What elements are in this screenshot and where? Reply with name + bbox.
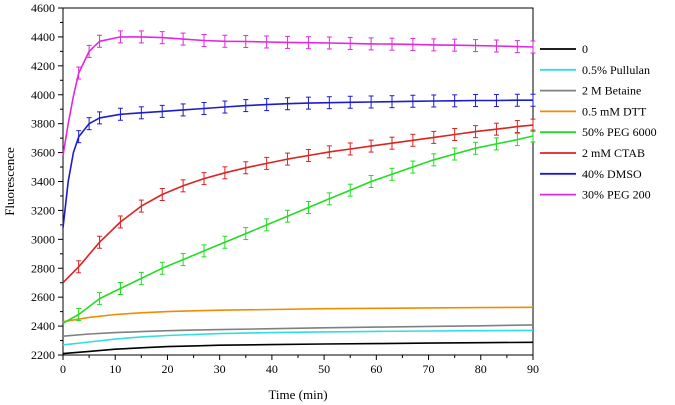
y-tick-label: 3400 — [31, 175, 55, 189]
series-0 — [62, 341, 534, 355]
legend-item: 2 mM CTAB — [540, 146, 645, 160]
x-tick-label: 20 — [161, 362, 173, 376]
y-tick-label: 3600 — [31, 146, 55, 160]
series-line — [62, 124, 534, 284]
series-line — [62, 329, 534, 346]
legend-item: 50% PEG 6000 — [540, 125, 657, 139]
y-tick-label: 3200 — [31, 203, 55, 217]
y-tick-label: 2600 — [31, 290, 55, 304]
x-tick-labels: 0 10 20 30 40 50 60 70 80 90 — [60, 362, 539, 376]
x-tick-label: 70 — [423, 362, 435, 376]
x-axis-title: Time (min) — [268, 387, 327, 402]
legend-label: 0.5 mM DTT — [582, 104, 647, 118]
plot-area — [58, 7, 536, 360]
x-tick-label: 50 — [318, 362, 330, 376]
x-tick-label: 60 — [370, 362, 382, 376]
y-tick-label: 3000 — [31, 232, 55, 246]
series-50-peg-6000 — [62, 129, 536, 324]
series-40-dmso — [62, 93, 536, 228]
y-tick-label: 2200 — [31, 348, 55, 362]
legend-item: 2 M Betaine — [540, 84, 641, 98]
legend-label: 0 — [582, 42, 588, 56]
series-0-5-mm-dtt — [62, 306, 534, 323]
y-tick-label: 4400 — [31, 30, 55, 44]
series-30-peg-200 — [62, 30, 536, 156]
y-tick-label: 4200 — [31, 59, 55, 73]
y-tick-label: 4600 — [31, 1, 55, 15]
legend-item: 40% DMSO — [540, 167, 642, 181]
legend-label: 40% DMSO — [582, 167, 642, 181]
series-line — [62, 324, 534, 337]
x-tick-label: 90 — [527, 362, 539, 376]
y-tick-label: 4000 — [31, 88, 55, 102]
x-tick-label: 30 — [214, 362, 226, 376]
y-tick-label: 2800 — [31, 261, 55, 275]
axis-ticks — [58, 7, 534, 360]
legend-item: 0.5% Pullulan — [540, 63, 650, 77]
series-line — [62, 99, 533, 228]
series-line — [62, 135, 534, 324]
series-line — [62, 306, 534, 323]
x-tick-label: 80 — [475, 362, 487, 376]
series-2-m-betaine — [62, 324, 534, 337]
x-tick-label: 0 — [60, 362, 66, 376]
y-tick-label: 3800 — [31, 117, 55, 131]
legend-label: 2 M Betaine — [582, 84, 641, 98]
y-tick-label: 2400 — [31, 319, 55, 333]
x-tick-label: 10 — [109, 362, 121, 376]
plot-frame — [62, 7, 534, 356]
legend: 0 0.5% Pullulan 2 M Betaine 0.5 mM DTT 50% P… — [540, 42, 657, 202]
legend-item: 0.5 mM DTT — [540, 104, 647, 118]
y-tick-labels: 2200 2400 2600 2800 3000 3200 3400 3600 3800 4000… — [31, 1, 55, 362]
legend-label: 30% PEG 200 — [582, 188, 651, 202]
series-line — [62, 36, 534, 156]
legend-label: 50% PEG 6000 — [582, 125, 657, 139]
legend-item: 30% PEG 200 — [540, 188, 651, 202]
y-axis-title: Fluorescence — [2, 147, 17, 216]
series-line — [62, 341, 534, 355]
series-layer — [62, 30, 536, 355]
series-0-5-pullulan — [62, 329, 534, 346]
legend-label: 2 mM CTAB — [582, 146, 645, 160]
x-tick-label: 40 — [266, 362, 278, 376]
legend-item: 0 — [540, 42, 588, 56]
series-2-mm-ctab — [62, 118, 536, 284]
legend-label: 0.5% Pullulan — [582, 63, 650, 77]
